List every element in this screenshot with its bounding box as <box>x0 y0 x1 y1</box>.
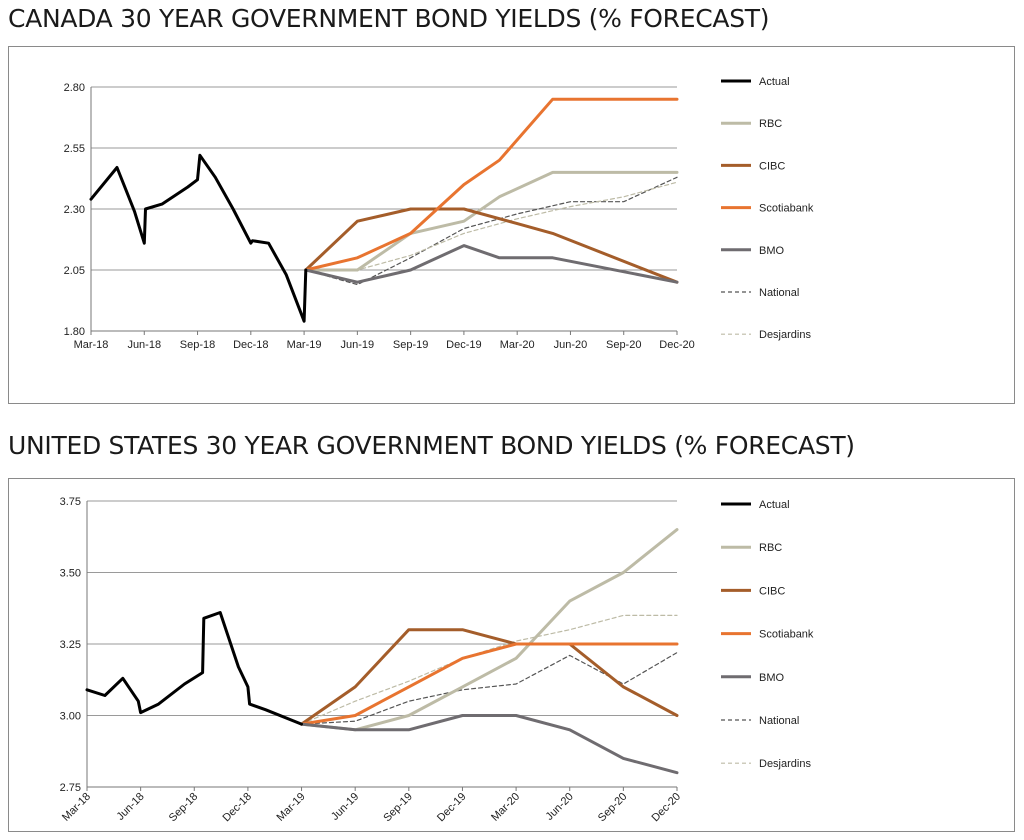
canada-legend-label-cibc: CIBC <box>759 160 785 172</box>
us-series-desjardins <box>300 614 678 725</box>
us-series-bmo <box>300 714 679 775</box>
us-legend-label-bmo: BMO <box>759 672 785 684</box>
us-legend-label-cibc: CIBC <box>759 585 785 597</box>
canada-x-tick-label: Jun-19 <box>341 339 375 351</box>
canada-y-tick-label: 2.05 <box>64 265 85 277</box>
canada-x-tick-label: Dec-19 <box>446 339 481 351</box>
canada-legend-label-bmo: BMO <box>759 245 785 257</box>
canada-x-tick-label: Mar-20 <box>500 339 535 351</box>
canada-x-tick-label: Mar-19 <box>287 339 322 351</box>
canada-x-tick-label: Jun-20 <box>554 339 588 351</box>
canada-y-tick-label: 1.80 <box>64 326 85 338</box>
us-legend-label-rbc: RBC <box>759 542 782 554</box>
us-x-tick-label: Mar-18 <box>60 791 93 824</box>
us-y-tick-label: 3.00 <box>60 711 81 723</box>
canada-x-tick-label: Sep-18 <box>180 339 215 351</box>
canada-y-tick-label: 2.30 <box>64 204 85 216</box>
us-x-tick-label: Jun-20 <box>544 791 576 823</box>
canada-series-cibc <box>304 207 679 284</box>
us-x-tick-label: Sep-19 <box>381 791 415 825</box>
canada-x-tick-label: Dec-18 <box>233 339 268 351</box>
us-series-cibc <box>300 628 679 726</box>
canada-legend-label-desjardins: Desjardins <box>759 329 811 341</box>
canada-x-tick-label: Dec-20 <box>659 339 694 351</box>
canada-y-tick-label: 2.55 <box>64 143 85 155</box>
us-x-tick-label: Dec-19 <box>435 791 469 825</box>
canada-series-actual <box>89 153 308 323</box>
us-series-rbc <box>300 528 679 732</box>
us-x-tick-label: Jun-18 <box>114 791 146 823</box>
us-series-actual <box>85 611 303 726</box>
us-x-tick-label: Mar-19 <box>275 791 308 824</box>
us-bond-yield-chart: 2.75 3.00 3.25 3.50 3.75 Mar-18 Jun-18 Sep-18 De… <box>60 496 814 825</box>
us-y-tick-label: 3.50 <box>60 568 81 580</box>
canada-x-tick-label: Sep-19 <box>393 339 428 351</box>
canada-legend-label-national: National <box>759 287 799 299</box>
canada-x-tick-label: Mar-18 <box>74 339 109 351</box>
us-chart-title: UNITED STATES 30 YEAR GOVERNMENT BOND YI… <box>8 431 855 460</box>
us-series-scotiabank <box>300 642 679 726</box>
canada-legend-label-scotiabank: Scotiabank <box>759 203 814 215</box>
us-legend-label-national: National <box>759 715 799 727</box>
canada-series-desjardins <box>305 181 678 271</box>
us-y-tick-label: 3.25 <box>60 639 81 651</box>
us-legend-label-actual: Actual <box>759 499 790 511</box>
canada-series-rbc <box>304 170 679 272</box>
us-y-tick-label: 2.75 <box>60 782 81 794</box>
canada-x-tick-label: Sep-20 <box>606 339 641 351</box>
canada-series-scotiabank <box>304 97 679 272</box>
us-x-tick-label: Sep-18 <box>167 791 201 825</box>
canada-legend-label-actual: Actual <box>759 76 790 88</box>
canada-chart-panel: 1.80 2.05 2.30 2.55 2.80 Mar-18 Jun-18 Sep-18 De… <box>8 46 1015 404</box>
us-legend-label-scotiabank: Scotiabank <box>759 629 814 641</box>
us-x-tick-label: Sep-20 <box>596 791 630 825</box>
us-x-tick-label: Dec-20 <box>650 791 684 825</box>
us-x-tick-label: Jun-19 <box>329 791 361 823</box>
canada-y-tick-label: 2.80 <box>64 82 85 94</box>
us-x-tick-label: Dec-18 <box>220 791 254 825</box>
us-x-tick-label: Mar-20 <box>489 791 522 824</box>
us-chart-panel: 2.75 3.00 3.25 3.50 3.75 Mar-18 Jun-18 Sep-18 De… <box>8 478 1015 832</box>
us-y-tick-label: 3.75 <box>60 496 81 508</box>
canada-chart-title: CANADA 30 YEAR GOVERNMENT BOND YIELDS (%… <box>8 4 770 33</box>
canada-x-tick-label: Jun-18 <box>127 339 161 351</box>
canada-bond-yield-chart: 1.80 2.05 2.30 2.55 2.80 Mar-18 Jun-18 Sep-18 De… <box>64 76 814 351</box>
canada-legend-label-rbc: RBC <box>759 118 782 130</box>
us-legend-label-desjardins: Desjardins <box>759 758 811 770</box>
canada-series-bmo <box>304 244 679 284</box>
